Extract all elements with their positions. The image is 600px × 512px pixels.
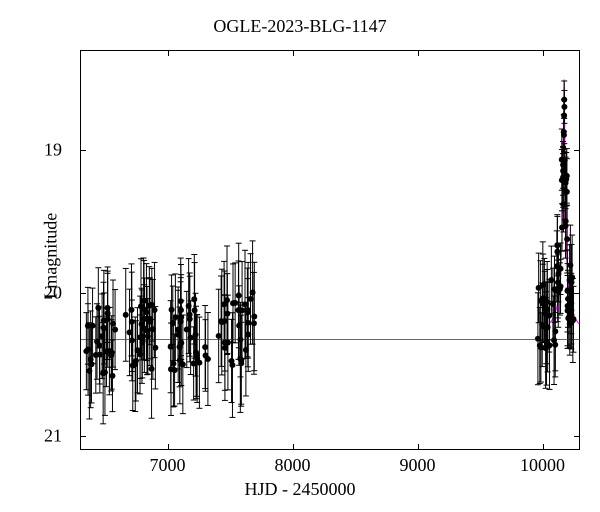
x-tick-label: 10000 xyxy=(520,455,565,476)
x-tick-label: 9000 xyxy=(400,455,436,476)
x-axis-label: HJD - 2450000 xyxy=(0,479,600,500)
y-tick-label: 21 xyxy=(44,425,62,446)
x-tick-label: 7000 xyxy=(150,455,186,476)
lightcurve-chart: OGLE-2023-BLG-1147 I magnitude HJD - 245… xyxy=(0,0,600,512)
y-tick-label: 20 xyxy=(44,282,62,303)
y-tick-label: 19 xyxy=(44,140,62,161)
x-tick-label: 8000 xyxy=(275,455,311,476)
plot-area xyxy=(80,50,580,450)
chart-title: OGLE-2023-BLG-1147 xyxy=(0,16,600,37)
plot-svg xyxy=(81,51,579,449)
